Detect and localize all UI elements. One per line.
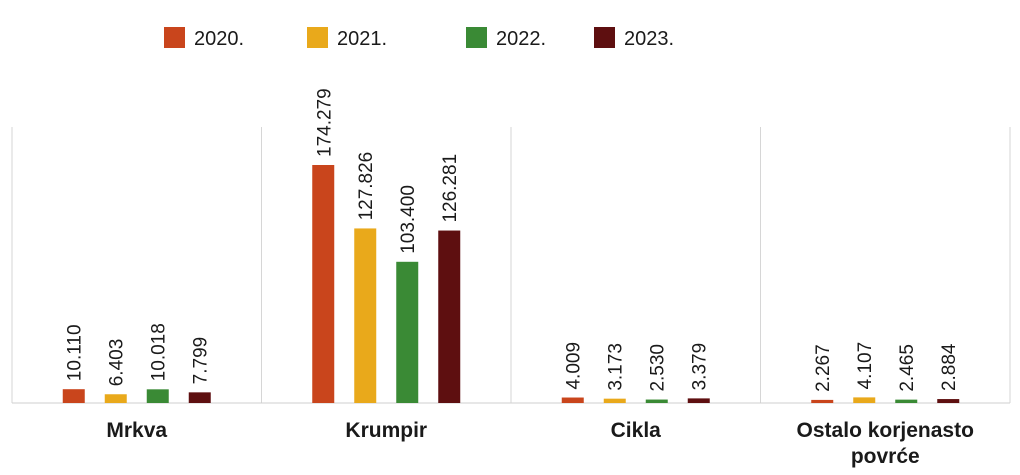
- category-label-krumpir: Krumpir: [345, 419, 427, 442]
- value-label-ostalo-korjenasto-povr-e-2021: 4.107: [855, 342, 876, 390]
- legend: 2020. 2021. 2022. 2023.: [164, 27, 674, 50]
- legend-label: 2023.: [624, 28, 674, 50]
- bar-krumpir-2020: [312, 165, 335, 403]
- legend-label: 2020.: [194, 28, 244, 50]
- group-separators: [11, 127, 1011, 404]
- bars: [62, 165, 960, 403]
- value-label-mrkva-2020: 10.110: [65, 324, 86, 381]
- bar-mrkva-2020: [62, 389, 85, 403]
- category-label-ostalo-korjenasto-povr-e: Ostalo korjenasto povrće: [797, 419, 974, 468]
- bar-ostalo-korjenasto-povr-e-2021: [853, 397, 876, 403]
- value-label-krumpir-2022: 103.400: [398, 185, 419, 254]
- value-label-cikla-2023: 3.379: [690, 343, 711, 391]
- legend-item-2020: 2020.: [164, 27, 244, 50]
- legend-swatch: [594, 27, 615, 48]
- legend-swatch: [164, 27, 185, 48]
- value-label-cikla-2020: 4.009: [564, 342, 585, 390]
- value-label-mrkva-2023: 7.799: [191, 337, 212, 385]
- bar-mrkva-2023: [188, 392, 211, 403]
- value-label-mrkva-2021: 6.403: [107, 339, 128, 387]
- legend-swatch: [466, 27, 487, 48]
- category-label-mrkva: Mrkva: [106, 419, 167, 442]
- bar-cikla-2023: [687, 398, 710, 403]
- legend-label: 2021.: [337, 28, 387, 50]
- value-label-ostalo-korjenasto-povr-e-2023: 2.884: [939, 343, 960, 391]
- value-label-krumpir-2023: 126.281: [440, 154, 461, 223]
- value-label-krumpir-2021: 127.826: [356, 152, 377, 221]
- value-label-cikla-2022: 2.530: [648, 344, 669, 392]
- legend-swatch: [307, 27, 328, 48]
- legend-item-2022: 2022.: [466, 27, 546, 50]
- bar-cikla-2020: [561, 397, 584, 403]
- category-label-cikla: Cikla: [611, 419, 662, 442]
- bar-ostalo-korjenasto-povr-e-2022: [895, 399, 918, 403]
- bar-krumpir-2022: [396, 261, 419, 403]
- legend-item-2023: 2023.: [594, 27, 674, 50]
- legend-item-2021: 2021.: [307, 27, 387, 50]
- value-labels: 10.110 6.403 10.018 7.799 174.279 127.826 103.…: [65, 88, 961, 392]
- value-label-krumpir-2020: 174.279: [314, 88, 335, 157]
- bar-mrkva-2022: [146, 389, 169, 403]
- bar-krumpir-2021: [354, 228, 377, 403]
- legend-label: 2022.: [496, 28, 546, 50]
- bar-ostalo-korjenasto-povr-e-2020: [811, 399, 834, 403]
- value-label-ostalo-korjenasto-povr-e-2020: 2.267: [813, 344, 834, 392]
- bar-cikla-2022: [645, 399, 668, 403]
- value-label-cikla-2021: 3.173: [606, 343, 627, 391]
- category-labels: Mrkva Krumpir Cikla Ostalo korjenasto povrće: [106, 419, 974, 468]
- bar-ostalo-korjenasto-povr-e-2023: [937, 399, 960, 403]
- bar-cikla-2021: [603, 398, 626, 403]
- value-label-mrkva-2022: 10.018: [149, 323, 170, 381]
- value-label-ostalo-korjenasto-povr-e-2022: 2.465: [897, 344, 918, 392]
- bar-mrkva-2021: [104, 394, 127, 403]
- bar-krumpir-2023: [438, 230, 461, 403]
